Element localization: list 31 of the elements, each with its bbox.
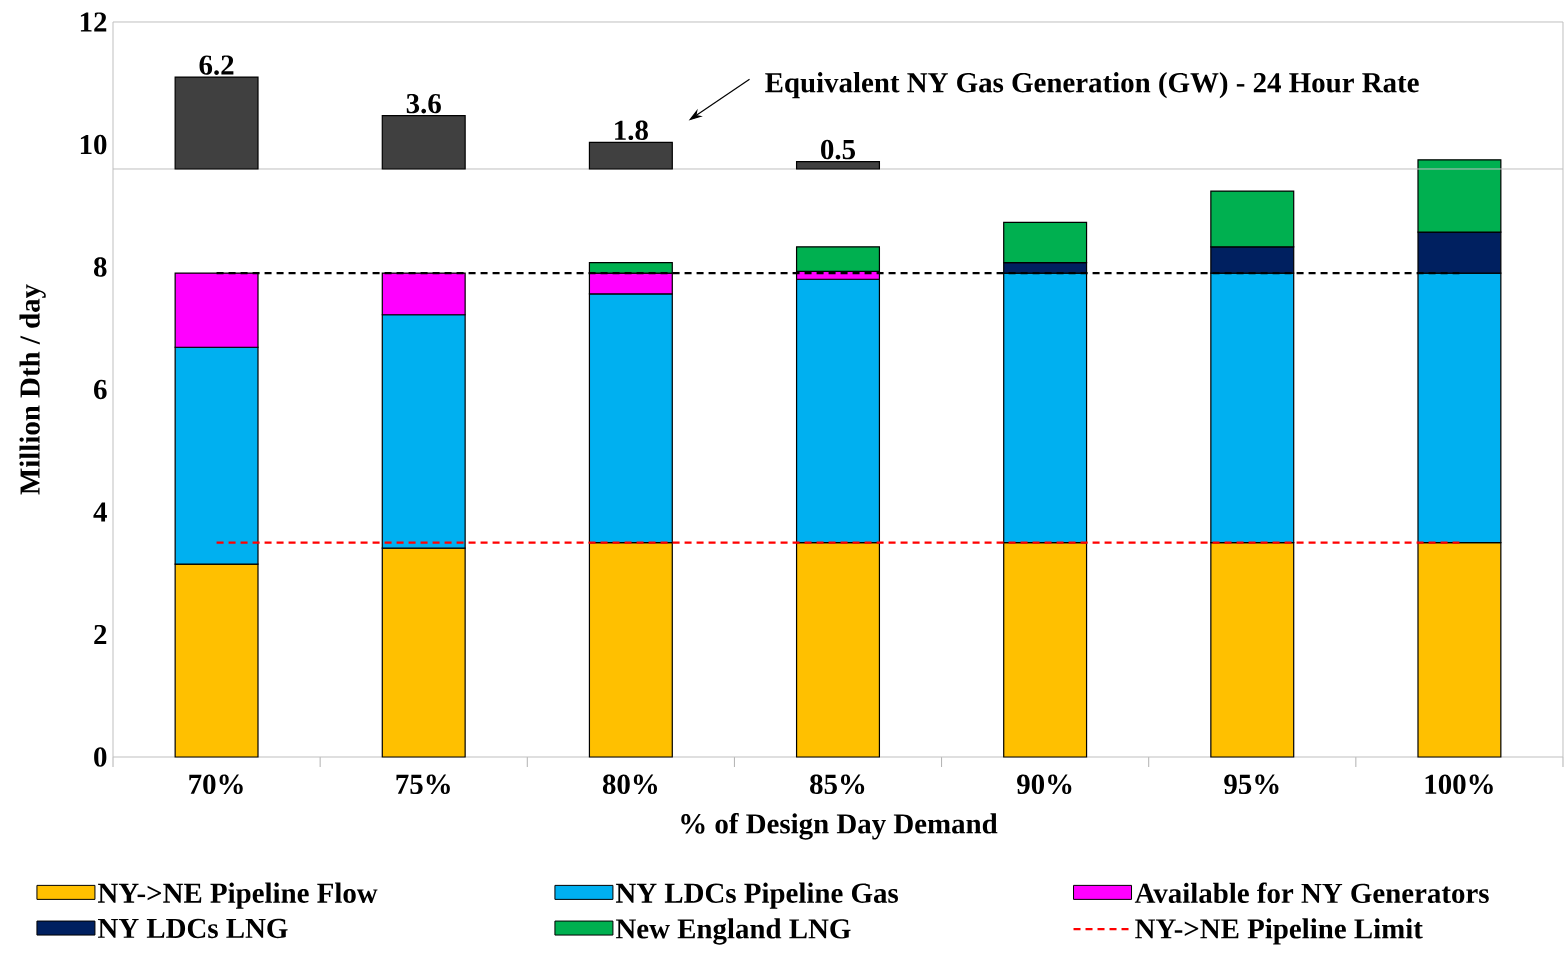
bar: [174, 76, 259, 170]
x-tick-label: 80%: [602, 774, 658, 795]
y-tick-label: 2: [94, 624, 107, 645]
bar: [588, 141, 673, 170]
legend-label: Available for NY Generators: [1134, 882, 1489, 904]
chart-title: Equivalent NY Gas Generation (GW) - 24 Hour Rate: [765, 72, 1419, 99]
x-tick-label: 90%: [1017, 774, 1072, 795]
x-tick-label: 95%: [1224, 774, 1279, 795]
data-label: 3.6: [406, 93, 441, 114]
legend-label: NY->NE Pipeline Limit: [1135, 918, 1423, 945]
y-tick-label: 8: [93, 257, 107, 277]
y-tick-label: 6: [94, 379, 107, 400]
legend-label: New England LNG: [615, 918, 851, 945]
x-tick-label: 75%: [396, 774, 450, 795]
x-axis-title: % of Design Day Demand: [681, 812, 998, 840]
data-label: 0.5: [821, 139, 855, 160]
legend-label: NY->NE Pipeline Flow: [97, 882, 378, 909]
y-tick-label: 4: [93, 502, 107, 522]
legend-label: NY LDCs Pipeline Gas: [615, 882, 898, 909]
y-tick-label: 12: [80, 12, 107, 32]
legend-label: NY LDCs LNG: [97, 918, 288, 939]
y-axis-title: Million Dth / day: [19, 284, 46, 495]
data-label: 1.8: [615, 120, 648, 141]
y-tick-label: 10: [80, 134, 107, 155]
bar: [795, 160, 881, 170]
x-tick-label: 100%: [1425, 774, 1493, 795]
x-tick-label: 70%: [189, 774, 243, 795]
bar: [381, 115, 466, 170]
x-tick-label: 85%: [810, 774, 865, 795]
data-label: 6.2: [199, 55, 234, 75]
y-tick-label: 0: [94, 747, 107, 767]
